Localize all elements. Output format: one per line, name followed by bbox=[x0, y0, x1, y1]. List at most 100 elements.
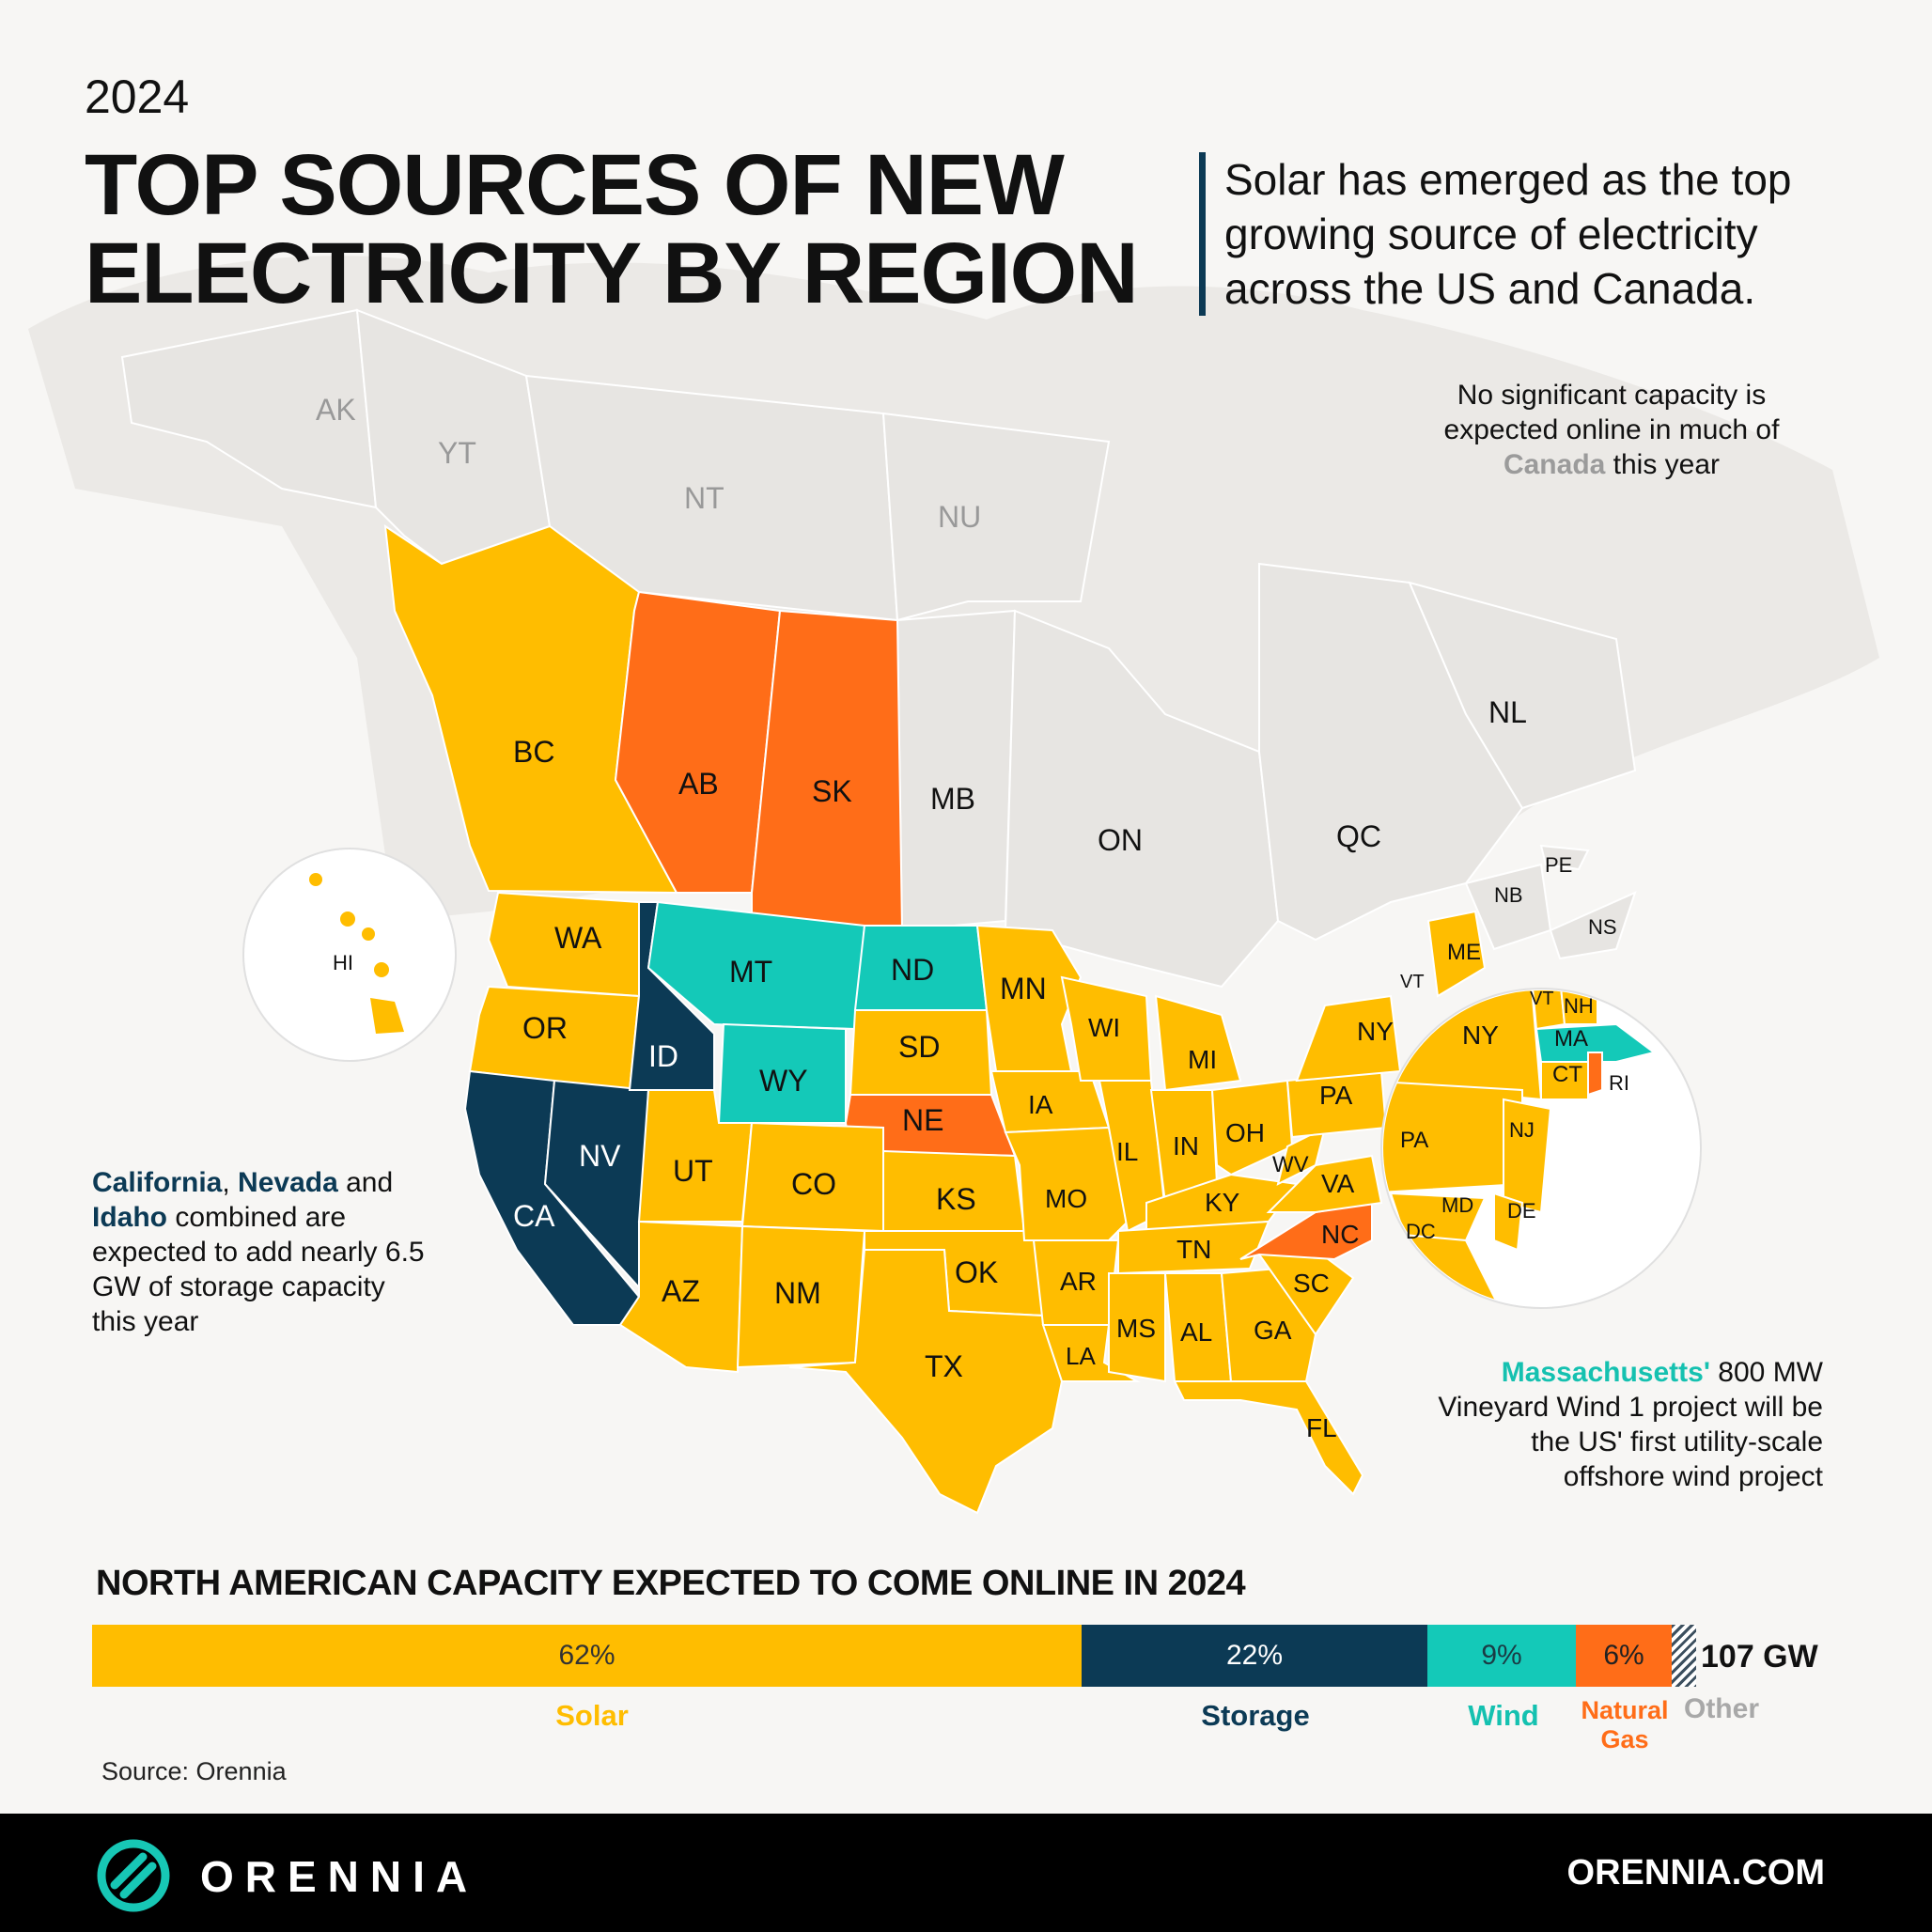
label-MO: MO bbox=[1045, 1184, 1088, 1213]
label-IN: IN bbox=[1173, 1131, 1199, 1161]
label-VA: VA bbox=[1321, 1169, 1355, 1198]
label-SD: SD bbox=[898, 1030, 941, 1064]
storage-annotation-post: combined are expected to add nearly 6.5 … bbox=[92, 1202, 425, 1337]
label-inset-VT: VT bbox=[1530, 989, 1554, 1009]
label-AZ: AZ bbox=[662, 1274, 700, 1308]
region-MI bbox=[1154, 994, 1242, 1092]
label-LA: LA bbox=[1066, 1342, 1096, 1370]
orennia-logo-icon bbox=[97, 1839, 170, 1912]
nevada-highlight: Nevada bbox=[238, 1167, 338, 1198]
label-NB: NB bbox=[1494, 883, 1523, 907]
label-RI: RI bbox=[1609, 1071, 1629, 1095]
canada-annotation-post: this year bbox=[1605, 449, 1721, 480]
region-MS bbox=[1108, 1272, 1166, 1383]
storage-sep1: , bbox=[222, 1167, 239, 1198]
label-AB: AB bbox=[678, 767, 719, 801]
label-inset-NY: NY bbox=[1462, 1021, 1499, 1050]
region-NU bbox=[881, 412, 1111, 622]
label-WV: WV bbox=[1272, 1152, 1309, 1177]
inset-RI bbox=[1587, 1052, 1603, 1097]
bar-segment-other bbox=[1672, 1625, 1696, 1687]
region-FL bbox=[1173, 1380, 1364, 1496]
bar-segment-natural-gas: 6% bbox=[1576, 1625, 1672, 1687]
northeast-inset bbox=[1380, 988, 1702, 1309]
legend-solar: Solar bbox=[555, 1699, 629, 1732]
label-UT: UT bbox=[673, 1154, 713, 1188]
massachusetts-annotation: Massachusetts' 800 MW Vineyard Wind 1 pr… bbox=[1428, 1355, 1823, 1494]
label-IA: IA bbox=[1028, 1090, 1053, 1119]
inset-NJ bbox=[1503, 1098, 1552, 1214]
label-MN: MN bbox=[1000, 972, 1047, 1005]
legend-natural-gas: Natural Gas bbox=[1571, 1696, 1678, 1754]
canada-highlight: Canada bbox=[1503, 449, 1606, 480]
region-PE bbox=[1539, 844, 1590, 871]
massachusetts-annotation-post: 800 MW Vineyard Wind 1 project will be t… bbox=[1438, 1357, 1823, 1492]
california-highlight: California bbox=[92, 1167, 223, 1198]
label-BC: BC bbox=[513, 735, 555, 769]
canada-annotation-pre: No significant capacity is expected onli… bbox=[1443, 380, 1780, 445]
label-OR: OR bbox=[522, 1011, 568, 1045]
label-inset-PA: PA bbox=[1400, 1128, 1429, 1153]
region-MN bbox=[975, 924, 1083, 1072]
label-MS: MS bbox=[1116, 1314, 1156, 1343]
capacity-stacked-bar: 62% 22% 9% 6% bbox=[92, 1625, 1696, 1687]
label-PA: PA bbox=[1319, 1081, 1353, 1110]
label-HI: HI bbox=[333, 951, 353, 974]
label-YT: YT bbox=[438, 436, 476, 470]
region-ME bbox=[1426, 910, 1487, 998]
legend-wind: Wind bbox=[1468, 1699, 1539, 1732]
canada-annotation: No significant capacity is expected onli… bbox=[1410, 378, 1814, 482]
storage-sep2: and bbox=[337, 1167, 394, 1198]
label-NH: NH bbox=[1564, 994, 1594, 1018]
label-ND: ND bbox=[891, 953, 935, 987]
label-NY: NY bbox=[1357, 1017, 1394, 1046]
label-CA: CA bbox=[513, 1199, 555, 1233]
label-SC: SC bbox=[1293, 1269, 1330, 1298]
label-FL: FL bbox=[1306, 1413, 1337, 1442]
label-OH: OH bbox=[1225, 1118, 1265, 1147]
label-KS: KS bbox=[936, 1182, 976, 1216]
region-OH bbox=[1210, 1079, 1294, 1176]
label-ME: ME bbox=[1447, 940, 1481, 965]
brand-name: ORENNIA bbox=[200, 1852, 479, 1901]
storage-annotation: California, Nevada and Idaho combined ar… bbox=[92, 1165, 430, 1339]
capacity-chart-title: NORTH AMERICAN CAPACITY EXPECTED TO COME… bbox=[96, 1564, 1246, 1603]
label-QC: QC bbox=[1336, 819, 1381, 853]
label-NS: NS bbox=[1588, 915, 1617, 939]
label-WA: WA bbox=[554, 921, 602, 955]
label-OK: OK bbox=[955, 1255, 999, 1289]
legend-storage: Storage bbox=[1201, 1699, 1310, 1732]
label-CO: CO bbox=[791, 1167, 836, 1201]
region-NT bbox=[524, 374, 899, 622]
page-title: TOP SOURCES OF NEW ELECTRICITY BY REGION bbox=[85, 137, 1139, 321]
website-link[interactable]: ORENNIA.COM bbox=[1566, 1853, 1825, 1893]
region-NL bbox=[1408, 581, 1637, 810]
idaho-highlight: Idaho bbox=[92, 1202, 167, 1233]
label-NT: NT bbox=[684, 481, 724, 515]
map-labels: AK YT NT NU BC AB SK MB ON QC NL PE NB N… bbox=[316, 393, 1629, 1442]
inset-CT bbox=[1540, 1061, 1589, 1100]
legend-gas-line2: Gas bbox=[1600, 1725, 1649, 1753]
label-MI: MI bbox=[1188, 1045, 1218, 1074]
label-NU: NU bbox=[938, 500, 982, 534]
label-NL: NL bbox=[1488, 695, 1527, 729]
hawaii-inset bbox=[242, 848, 457, 1062]
label-VT: VT bbox=[1400, 972, 1425, 992]
region-TX bbox=[788, 1249, 1064, 1515]
label-NM: NM bbox=[774, 1276, 821, 1310]
label-AL: AL bbox=[1180, 1317, 1213, 1347]
label-ON: ON bbox=[1098, 823, 1143, 857]
label-SK: SK bbox=[812, 774, 852, 808]
bar-segment-storage: 22% bbox=[1082, 1625, 1427, 1687]
label-NJ: NJ bbox=[1509, 1118, 1535, 1142]
inset-DE bbox=[1493, 1192, 1524, 1252]
label-DC: DC bbox=[1406, 1220, 1436, 1243]
massachusetts-highlight: Massachusetts' bbox=[1501, 1357, 1710, 1388]
bar-segment-solar: 62% bbox=[92, 1625, 1082, 1687]
label-PE: PE bbox=[1545, 853, 1573, 877]
label-KY: KY bbox=[1205, 1188, 1240, 1217]
source-note: Source: Orennia bbox=[101, 1757, 287, 1785]
label-DE: DE bbox=[1507, 1199, 1536, 1223]
label-MD: MD bbox=[1441, 1193, 1474, 1217]
inset-NH bbox=[1558, 990, 1598, 1025]
